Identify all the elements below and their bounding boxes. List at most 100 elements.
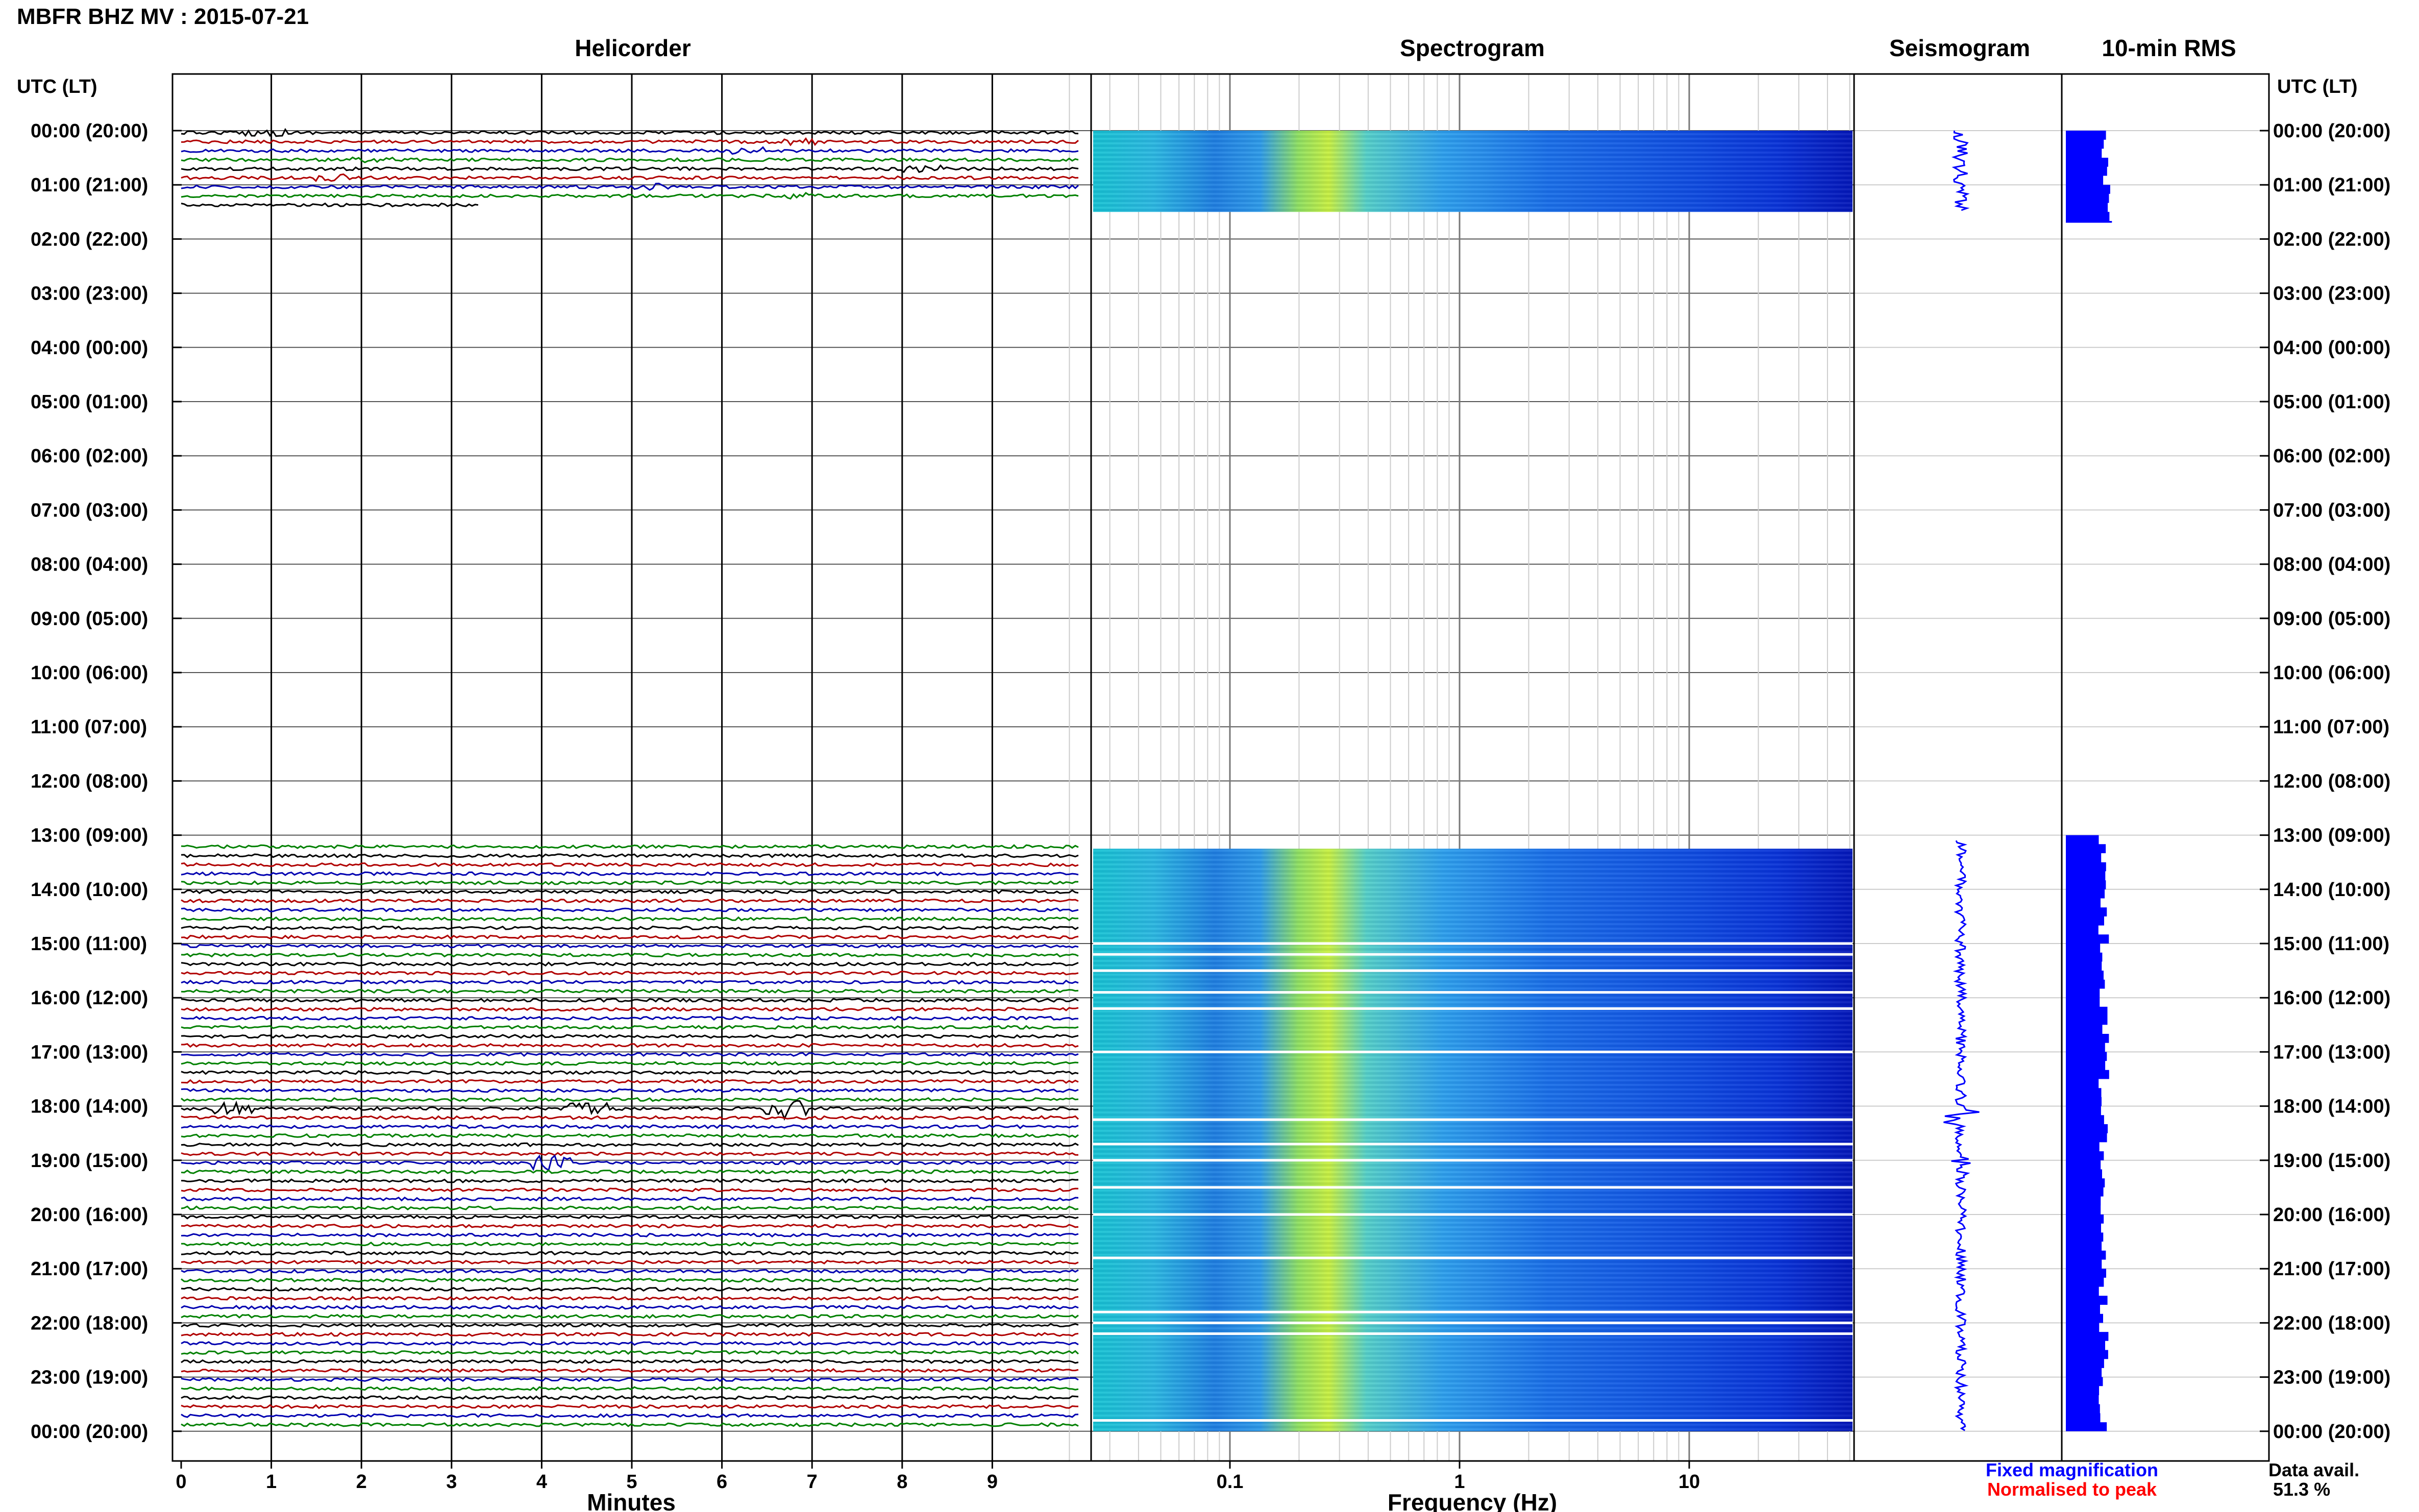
- helicorder-trace: [181, 137, 1079, 146]
- helicorder-trace: [181, 988, 1079, 994]
- helicorder-trace: [181, 1133, 1079, 1138]
- helicorder-trace: [181, 146, 1079, 155]
- x-axis-ticks: 0 1 2 3 4 5 6 7 8 9 0.1 1 10: [176, 1461, 1700, 1493]
- minute-tick-label: 4: [536, 1471, 547, 1493]
- time-label-left: 07:00 (03:00): [31, 500, 148, 521]
- data-avail-label: Data avail.: [2268, 1459, 2359, 1480]
- helicorder-trace: [181, 1097, 1079, 1102]
- frequency-tick-label: 0.1: [1217, 1471, 1244, 1493]
- helicorder-trace: [181, 844, 1079, 849]
- minute-tick-label: 8: [897, 1471, 907, 1493]
- time-label-left: 17:00 (13:00): [31, 1042, 148, 1063]
- time-label-left: 22:00 (18:00): [31, 1312, 148, 1334]
- helicorder-trace: [181, 1061, 1079, 1066]
- helicorder-trace: [181, 192, 1079, 200]
- time-label-left: 19:00 (15:00): [31, 1150, 148, 1172]
- legend-normalised-to-peak: Normalised to peak: [1987, 1479, 2157, 1500]
- helicorder-trace: [181, 1115, 1079, 1120]
- helicorder-trace: [181, 952, 1079, 958]
- utc-lt-right-label: UTC (LT): [2277, 76, 2358, 97]
- time-label-right: 23:00 (19:00): [2273, 1367, 2390, 1389]
- helicorder-trace: [181, 1368, 1079, 1373]
- helicorder-trace: [181, 1151, 1079, 1156]
- helicorder-trace: [181, 1034, 1079, 1039]
- helicorder-title: Helicorder: [575, 35, 691, 61]
- time-label-left: 10:00 (06:00): [31, 662, 148, 684]
- minute-tick-label: 2: [356, 1471, 367, 1493]
- rms-bars: [2066, 131, 2112, 223]
- time-label-left: 13:00 (09:00): [31, 825, 148, 847]
- time-label-right: 12:00 (08:00): [2273, 771, 2390, 792]
- minutes-axis-label: Minutes: [587, 1489, 676, 1512]
- seismogram-title: Seismogram: [1889, 35, 2030, 61]
- time-label-left: 14:00 (10:00): [31, 879, 148, 901]
- helicorder-trace: [181, 1269, 1079, 1274]
- spectrogram-texture: [1093, 849, 1853, 1431]
- time-label-right: 08:00 (04:00): [2273, 554, 2390, 576]
- helicorder-trace: [181, 1377, 1079, 1382]
- time-label-right: 14:00 (10:00): [2273, 879, 2390, 901]
- helicorder-trace: [181, 971, 1079, 976]
- helicorder-trace: [181, 173, 1079, 182]
- time-label-left: 03:00 (23:00): [31, 283, 148, 305]
- time-label-left: 23:00 (19:00): [31, 1367, 148, 1389]
- time-label-left: 20:00 (16:00): [31, 1204, 148, 1226]
- helicorder-trace: [181, 898, 1079, 904]
- helicorder-trace: [181, 1359, 1079, 1364]
- helicorder-trace: [181, 1422, 1079, 1427]
- minute-tick-label: 9: [987, 1471, 998, 1493]
- helicorder-trace: [181, 156, 1079, 163]
- time-label-left: 09:00 (05:00): [31, 608, 148, 630]
- time-label-right: 20:00 (16:00): [2273, 1204, 2390, 1226]
- time-label-right: 17:00 (13:00): [2273, 1042, 2390, 1063]
- helicorder-trace: [181, 1395, 1079, 1400]
- minute-tick-label: 0: [176, 1471, 186, 1493]
- minute-tick-label: 3: [446, 1471, 457, 1493]
- utc-lt-left-label: UTC (LT): [17, 76, 97, 97]
- helicorder-trace: [181, 1070, 1079, 1075]
- time-label-right: 19:00 (15:00): [2273, 1150, 2390, 1172]
- helicorder-trace: [181, 1052, 1079, 1057]
- helicorder-trace: [181, 1043, 1079, 1048]
- time-label-left: 11:00 (07:00): [31, 716, 147, 738]
- time-label-left: 05:00 (01:00): [31, 391, 148, 413]
- helicorder-trace: [181, 1350, 1079, 1355]
- helicorder-trace: [181, 871, 1079, 877]
- time-label-right: 06:00 (02:00): [2273, 445, 2390, 467]
- helicorder-trace: [181, 164, 1079, 173]
- panel-frames: [171, 73, 2270, 1462]
- helicorder-trace: [181, 1304, 1079, 1310]
- helicorder-trace: [181, 1277, 1079, 1283]
- helicorder-trace: [181, 889, 1079, 895]
- helicorder-trace: [181, 1169, 1079, 1175]
- seismogram-trace: [1951, 131, 1970, 211]
- minute-tick-label: 6: [717, 1471, 727, 1493]
- helicorder-trace: [181, 862, 1079, 867]
- helicorder-trace: [181, 1259, 1079, 1265]
- time-label-right: 01:00 (21:00): [2273, 175, 2390, 196]
- helicorder-trace: [181, 1242, 1079, 1247]
- time-label-left: 01:00 (21:00): [31, 175, 148, 196]
- helicorder-trace: [181, 1154, 1079, 1172]
- helicorder-trace: [181, 961, 1079, 967]
- helicorder-trace: [181, 944, 1079, 949]
- helicorder-trace: [181, 1025, 1079, 1030]
- helicorder-trace: [181, 916, 1079, 922]
- time-label-right: 13:00 (09:00): [2273, 825, 2390, 847]
- helicorder-trace: [181, 880, 1079, 885]
- time-label-right: 10:00 (06:00): [2273, 662, 2390, 684]
- rms-bars: [2066, 835, 2109, 1431]
- helicorder-trace: [181, 1142, 1079, 1148]
- helicorder-trace: [181, 1386, 1079, 1392]
- time-label-right: 00:00 (20:00): [2273, 120, 2390, 142]
- time-label-right: 07:00 (03:00): [2273, 500, 2390, 521]
- helicorder-trace: [181, 1323, 1079, 1328]
- panel-frame: [2061, 73, 2270, 1462]
- time-label-right: 04:00 (00:00): [2273, 337, 2390, 359]
- helicorder-trace: [181, 1196, 1079, 1202]
- helicorder-trace: [181, 1286, 1079, 1292]
- time-label-right: 22:00 (18:00): [2273, 1312, 2390, 1334]
- rms-title: 10-min RMS: [2102, 35, 2236, 61]
- time-label-left: 18:00 (14:00): [31, 1096, 148, 1118]
- rms-panel: [2066, 131, 2112, 1431]
